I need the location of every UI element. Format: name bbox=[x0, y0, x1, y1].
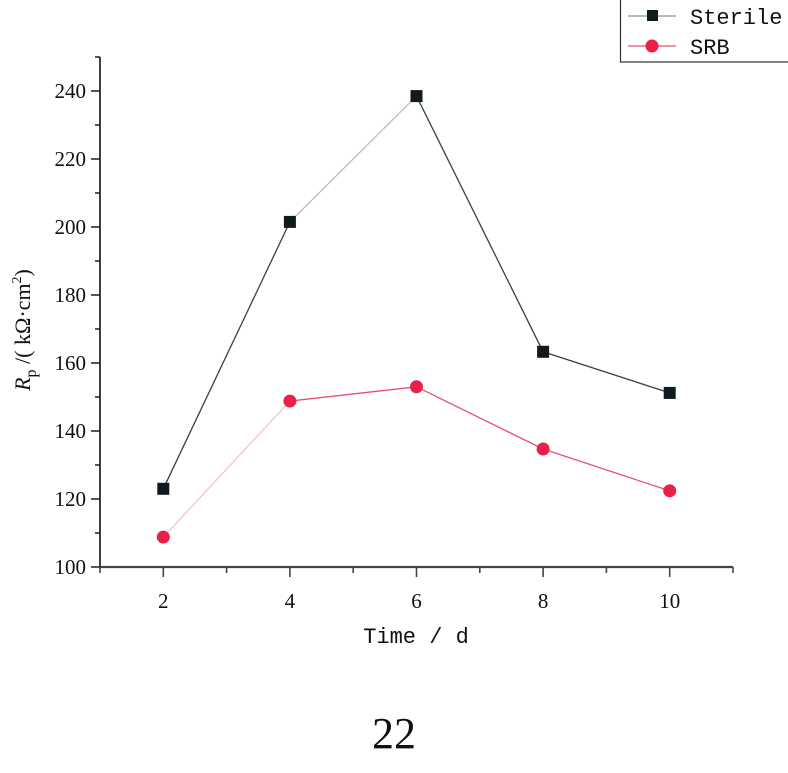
svg-text:Rp /( kΩ·cm2): Rp /( kΩ·cm2) bbox=[10, 269, 40, 392]
y-tick-label: 180 bbox=[55, 283, 87, 307]
legend-label-sterile: Sterile bbox=[690, 6, 782, 31]
data-point-circle bbox=[283, 394, 297, 408]
y-tick-label: 240 bbox=[55, 79, 87, 103]
data-point-circle bbox=[536, 442, 550, 456]
series-sterile bbox=[157, 90, 676, 495]
y-tick-label: 200 bbox=[55, 215, 87, 239]
data-point-square bbox=[537, 345, 550, 358]
series-line-segment bbox=[416, 386, 544, 450]
y-tick-label: 140 bbox=[55, 419, 87, 443]
data-point-square bbox=[157, 482, 170, 495]
page-number: 22 bbox=[372, 709, 416, 758]
series-line-segment bbox=[542, 448, 670, 492]
y-axis-title-sup: 2 bbox=[10, 276, 25, 283]
legend: Sterile SRB bbox=[619, 0, 788, 63]
data-point-circle bbox=[410, 380, 423, 394]
legend-item-sterile: Sterile bbox=[628, 6, 782, 31]
legend-label-srb: SRB bbox=[690, 36, 730, 61]
series-line-segment bbox=[162, 221, 291, 490]
x-tick-label: 2 bbox=[158, 589, 169, 613]
x-tick-label: 8 bbox=[538, 589, 549, 613]
y-axis-title-main: R bbox=[10, 377, 35, 392]
series-line-segment bbox=[415, 95, 544, 353]
data-point-square bbox=[410, 90, 423, 103]
data-point-square bbox=[663, 386, 676, 399]
x-tick-label: 10 bbox=[659, 589, 680, 613]
y-axis-title-sub: p bbox=[23, 369, 40, 377]
y-tick-label: 160 bbox=[55, 351, 87, 375]
x-tick-label: 6 bbox=[411, 589, 422, 613]
series-line-segment bbox=[289, 386, 417, 402]
square-marker-icon bbox=[647, 10, 658, 21]
circle-marker-icon bbox=[645, 39, 659, 53]
series-line-segment bbox=[289, 95, 417, 223]
x-axis-title: Time / d bbox=[363, 625, 469, 650]
series-line-segment bbox=[162, 400, 291, 538]
series-layer bbox=[156, 90, 677, 544]
y-axis-title-close: ) bbox=[10, 269, 35, 276]
y-axis-title-unit: /( kΩ·cm bbox=[10, 283, 35, 369]
y-axis-title: Rp /( kΩ·cm2) bbox=[10, 269, 40, 392]
x-tick-label: 4 bbox=[285, 589, 296, 613]
series-line-segment bbox=[542, 351, 670, 394]
y-tick-label: 220 bbox=[55, 147, 87, 171]
axes: 100 120 140 160 180 200 220 240 2 4 6 8 10 bbox=[55, 56, 734, 613]
y-tick-label: 100 bbox=[55, 555, 87, 579]
data-point-circle bbox=[663, 484, 677, 498]
series-srb bbox=[156, 380, 677, 544]
legend-item-srb: SRB bbox=[628, 36, 730, 61]
y-tick-label: 120 bbox=[55, 487, 87, 511]
data-point-circle bbox=[156, 530, 170, 544]
data-point-square bbox=[283, 215, 296, 228]
